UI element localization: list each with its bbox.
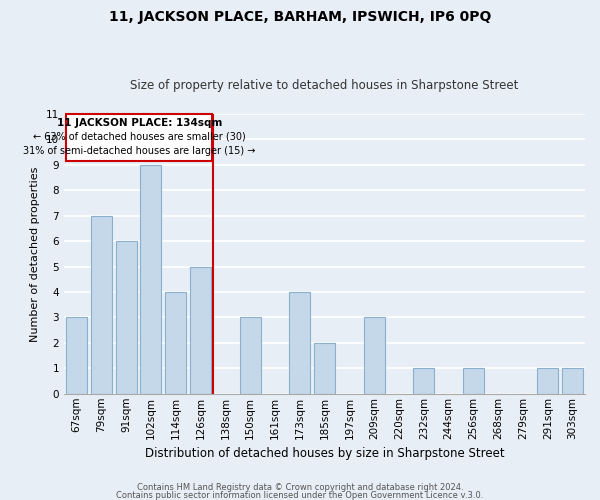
Bar <box>562 368 583 394</box>
Text: 11 JACKSON PLACE: 134sqm: 11 JACKSON PLACE: 134sqm <box>56 118 222 128</box>
Bar <box>364 318 385 394</box>
Text: 11, JACKSON PLACE, BARHAM, IPSWICH, IP6 0PQ: 11, JACKSON PLACE, BARHAM, IPSWICH, IP6 … <box>109 10 491 24</box>
Bar <box>91 216 112 394</box>
Bar <box>537 368 559 394</box>
Text: ← 63% of detached houses are smaller (30): ← 63% of detached houses are smaller (30… <box>33 132 245 142</box>
Y-axis label: Number of detached properties: Number of detached properties <box>31 166 40 342</box>
Text: Contains public sector information licensed under the Open Government Licence v.: Contains public sector information licen… <box>116 490 484 500</box>
X-axis label: Distribution of detached houses by size in Sharpstone Street: Distribution of detached houses by size … <box>145 447 505 460</box>
Bar <box>463 368 484 394</box>
Bar <box>289 292 310 394</box>
Text: Contains HM Land Registry data © Crown copyright and database right 2024.: Contains HM Land Registry data © Crown c… <box>137 484 463 492</box>
Bar <box>165 292 186 394</box>
Title: Size of property relative to detached houses in Sharpstone Street: Size of property relative to detached ho… <box>130 79 519 92</box>
Bar <box>116 241 137 394</box>
Bar <box>239 318 260 394</box>
Bar <box>66 318 87 394</box>
Bar <box>314 343 335 394</box>
Bar <box>140 165 161 394</box>
Text: 31% of semi-detached houses are larger (15) →: 31% of semi-detached houses are larger (… <box>23 146 256 156</box>
FancyBboxPatch shape <box>66 114 212 161</box>
Bar <box>190 266 211 394</box>
Bar <box>413 368 434 394</box>
